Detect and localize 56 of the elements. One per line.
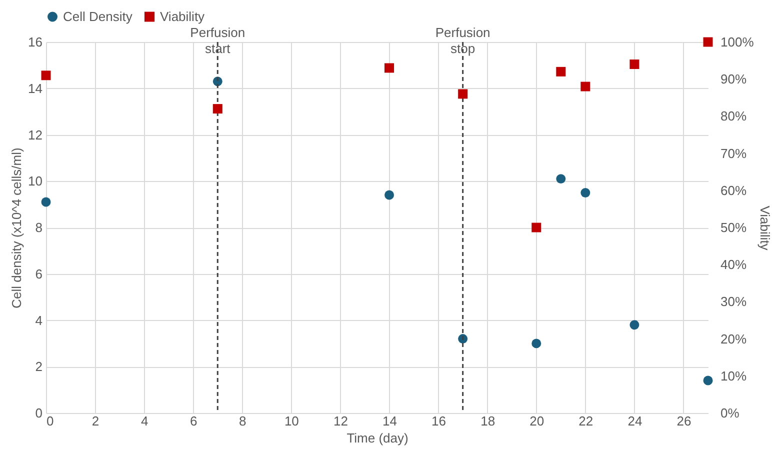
y2-tick-label: 10% [720, 368, 747, 384]
point [703, 37, 713, 47]
x-tick-label: 0 [46, 414, 54, 428]
x-tick-label: 18 [480, 414, 496, 428]
point [384, 190, 394, 200]
x-tick-label: 26 [676, 414, 692, 428]
y2-tick-label: 20% [720, 331, 747, 346]
y2-tick-label: 100% [720, 34, 754, 50]
legend-label: Cell Density [63, 8, 133, 24]
x-tick-label: 4 [140, 414, 148, 428]
y2-axis-title: Viability [758, 206, 773, 251]
point [580, 188, 590, 198]
x-axis-title: Time (day) [346, 430, 408, 446]
y2-tick-label: 90% [720, 72, 747, 87]
x-tick-label: 16 [432, 414, 446, 428]
x-tick-label: 2 [92, 414, 100, 428]
x-tick-label: 10 [284, 414, 299, 428]
point [41, 70, 51, 80]
y-tick-label: 2 [35, 359, 42, 374]
point [532, 338, 542, 348]
y-tick-label: 16 [28, 34, 42, 50]
y-tick-label: 6 [35, 266, 42, 282]
x-tick-label: 20 [530, 414, 544, 428]
y2-tick-label: 30% [720, 294, 747, 310]
x-tick-label: 22 [578, 414, 594, 428]
y-tick-label: 4 [35, 312, 42, 328]
y2-tick-label: 70% [720, 146, 747, 161]
y-tick-label: 10 [28, 174, 42, 189]
y-axis-title: Cell density (x10^4 cells/ml) [9, 148, 24, 308]
point [556, 66, 566, 76]
y-tick-label: 12 [28, 127, 42, 142]
point [630, 60, 640, 70]
point [532, 222, 542, 232]
ref-line-label: Perfusion start [190, 25, 246, 56]
point [580, 82, 590, 92]
x-tick-label: 24 [628, 414, 642, 428]
y2-tick-label: 40% [720, 257, 747, 272]
y-tick-label: 14 [28, 80, 42, 96]
x-tick-label: 12 [333, 414, 348, 428]
point [630, 320, 640, 330]
point [212, 104, 222, 114]
x-tick-label: 6 [190, 414, 198, 428]
point [556, 174, 566, 184]
x-tick-label: 14 [382, 414, 397, 428]
x-tick-label: 8 [239, 414, 246, 428]
y-tick-label: 8 [35, 220, 42, 235]
point [458, 89, 468, 99]
legend-label: Viability [160, 8, 206, 24]
point [384, 63, 394, 73]
y2-tick-label: 0% [720, 406, 740, 420]
point [41, 197, 51, 207]
y2-tick-label: 80% [720, 108, 747, 124]
y2-tick-label: 50% [720, 220, 747, 235]
y2-tick-label: 60% [720, 182, 747, 198]
ref-line-label: Perfusion stop [435, 25, 490, 56]
point [703, 376, 713, 386]
